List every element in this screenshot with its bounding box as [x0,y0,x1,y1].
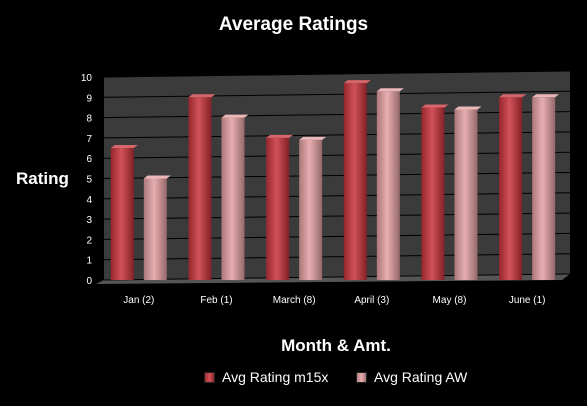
bar-top-0-4 [421,104,449,108]
gridline [103,212,571,220]
y-tick-label: 0 [86,276,92,287]
x-tick-label: May (8) [433,295,467,306]
legend-label-aw: Avg Rating AW [374,369,468,385]
legend-label-m15x: Avg Rating m15x [222,369,329,385]
y-tick-label: 7 [86,134,92,145]
gridline [103,232,571,240]
bar-0-1 [188,97,212,280]
x-tick-label: March (8) [273,295,316,306]
bar-top-0-0 [110,145,138,149]
gridline [103,90,571,98]
chart-title: Average Ratings [218,14,369,35]
gridline [103,70,571,78]
bar-1-4 [454,109,478,280]
gridline [103,151,571,159]
y-tick-label: 5 [86,175,92,186]
bar-top-1-5 [532,94,560,98]
bar-top-1-2 [299,136,327,140]
bar-1-2 [299,139,323,280]
bar-0-0 [110,148,134,280]
y-tick-label: 6 [86,154,92,165]
x-tick-label: June (1) [509,295,546,306]
legend: Avg Rating m15x Avg Rating AW [0,369,587,389]
bar-0-4 [421,107,445,280]
legend-swatch-aw [356,371,367,383]
gridline [103,273,571,281]
bar-top-0-1 [188,94,216,98]
bar-1-1 [221,117,245,280]
plot-floor [96,274,570,284]
gridline [103,253,571,261]
bar-top-1-1 [221,114,249,118]
bar-top-1-0 [143,175,171,179]
y-tick-label: 8 [86,114,92,125]
bar-1-3 [376,91,400,281]
y-tick-label: 9 [86,93,92,104]
bar-0-3 [343,83,367,280]
y-tick-label: 4 [86,195,92,206]
bar-top-0-2 [266,134,294,138]
x-tick-label: Jan (2) [123,295,154,306]
y-tick-label: 10 [81,73,93,84]
gridline [103,172,571,179]
bar-top-1-4 [454,106,482,110]
bar-0-5 [499,97,523,280]
x-axis-title: Month & Amt. [281,336,391,355]
gridline [103,192,571,200]
bar-1-0 [143,178,167,280]
legend-item-aw: Avg Rating AW [356,369,467,385]
bar-0-2 [266,137,290,280]
legend-item-m15x: Avg Rating m15x [204,369,328,385]
bar-top-1-3 [376,88,404,92]
x-tick-label: April (3) [354,295,389,306]
y-tick-label: 3 [86,215,92,226]
bar-top-0-3 [343,80,371,84]
gridline [103,111,571,119]
bar-1-5 [532,97,556,280]
x-tick-label: Feb (1) [200,295,232,306]
y-tick-label: 1 [86,256,92,267]
gridline [103,131,571,139]
legend-swatch-m15x [204,371,215,383]
y-tick-label: 2 [86,235,92,246]
y-axis-title: Rating [16,169,69,188]
bar-top-0-5 [499,94,527,98]
